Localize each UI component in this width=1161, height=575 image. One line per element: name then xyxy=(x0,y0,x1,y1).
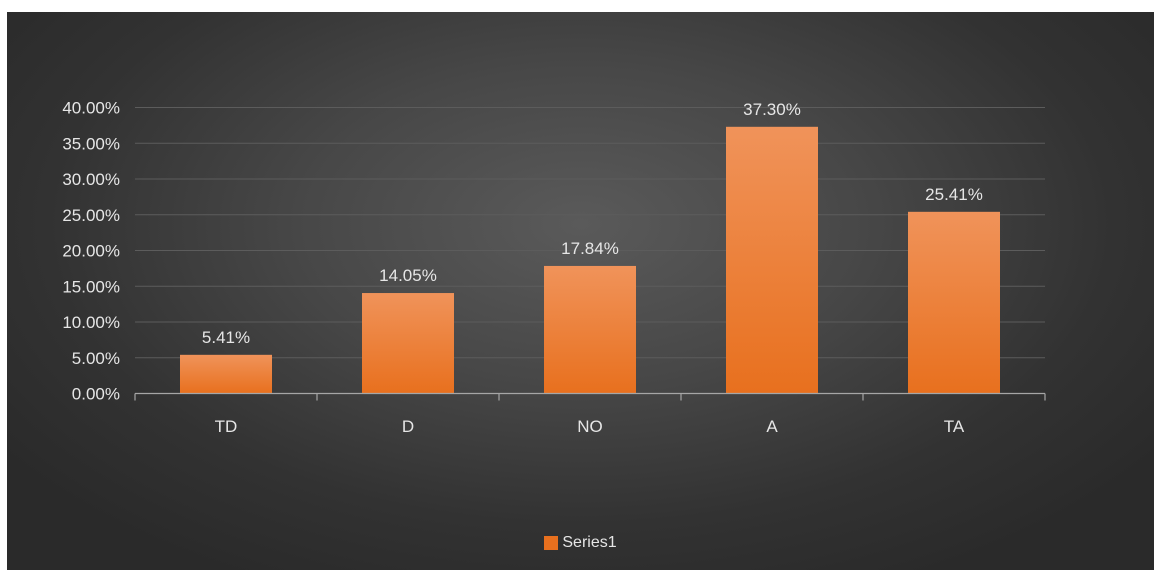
y-tick-label: 30.00% xyxy=(62,170,120,189)
labels: 0.00% 5.00% 10.00% 15.00% 20.00% 25.00% 30.00%… xyxy=(62,99,983,437)
bar xyxy=(180,354,272,394)
data-label: 17.84% xyxy=(561,239,619,258)
x-category-label: TA xyxy=(944,417,965,436)
y-tick-label: 0.00% xyxy=(72,385,120,404)
y-tick-label: 15.00% xyxy=(62,277,120,296)
bar xyxy=(544,265,636,394)
data-label: 25.41% xyxy=(925,185,983,204)
bar xyxy=(908,211,1000,394)
y-tick-label: 25.00% xyxy=(62,206,120,225)
y-tick-label: 35.00% xyxy=(62,134,120,153)
data-label: 37.30% xyxy=(743,100,801,119)
bar xyxy=(362,293,454,394)
bar xyxy=(726,126,818,394)
x-category-label: TD xyxy=(215,417,238,436)
legend-label: Series1 xyxy=(562,534,617,551)
x-category-label: A xyxy=(766,417,778,436)
bars xyxy=(180,126,1000,394)
legend: Series1 xyxy=(0,534,1161,552)
y-tick-label: 20.00% xyxy=(62,242,120,261)
legend-swatch xyxy=(544,536,559,550)
data-label: 14.05% xyxy=(379,266,437,285)
y-tick-label: 5.00% xyxy=(72,349,120,368)
y-tick-label: 10.00% xyxy=(62,313,120,332)
x-category-label: NO xyxy=(577,417,603,436)
y-tick-label: 40.00% xyxy=(62,99,120,118)
x-category-label: D xyxy=(402,417,414,436)
data-label: 5.41% xyxy=(202,328,250,347)
axes xyxy=(134,392,1046,401)
